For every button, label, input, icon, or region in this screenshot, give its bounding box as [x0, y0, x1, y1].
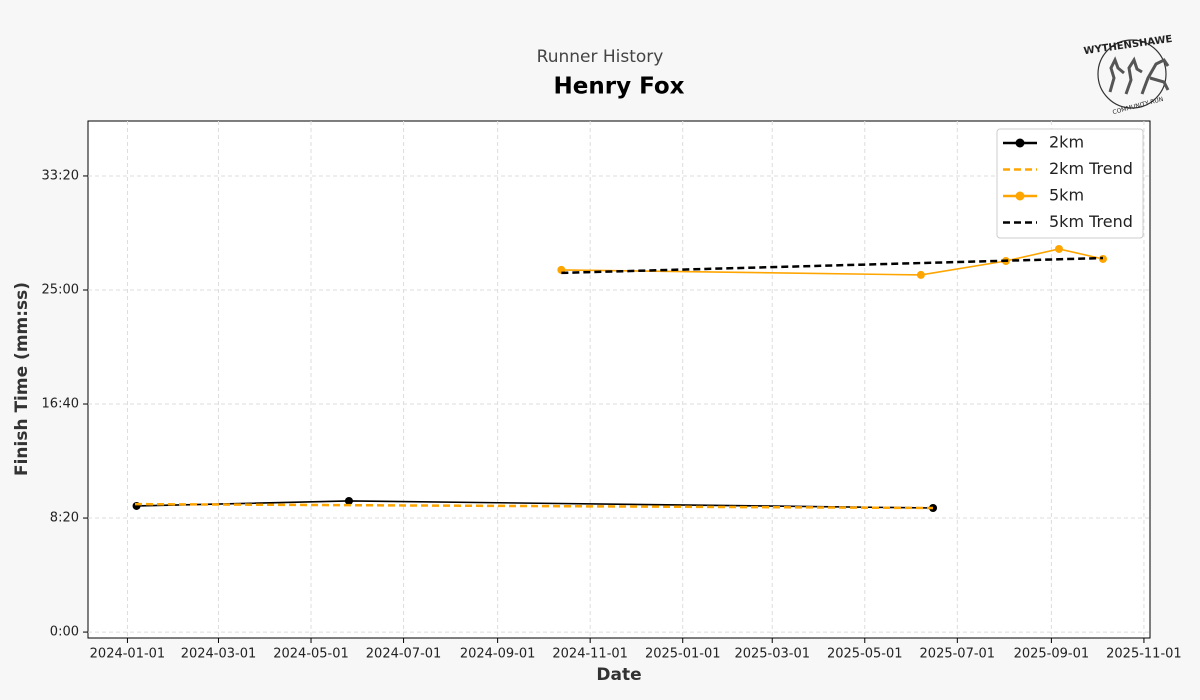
- x-tick-label: 2025-05-01: [827, 647, 903, 662]
- x-tick-label: 2025-09-01: [1014, 647, 1090, 662]
- x-tick-label: 2025-11-01: [1106, 647, 1182, 662]
- series-line: [135, 502, 934, 510]
- x-tick-label: 2025-03-01: [734, 647, 810, 662]
- x-tick-label: 2024-07-01: [366, 647, 442, 662]
- y-tick-label: 16:40: [42, 397, 79, 412]
- legend: 2km 2km Trend 5km 5km Trend: [996, 128, 1144, 239]
- chart-title: Henry Fox: [554, 74, 685, 100]
- x-tick-label: 2024-11-01: [552, 647, 628, 662]
- legend-label: 2km Trend: [1049, 159, 1133, 178]
- legend-label: 5km Trend: [1049, 212, 1133, 231]
- point: [344, 496, 353, 505]
- x-tick-label: 2024-05-01: [273, 647, 349, 662]
- x-axis-label: Date: [596, 665, 641, 685]
- y-axis-label: Finish Time (mm:ss): [12, 282, 32, 476]
- legend-box: [996, 128, 1144, 239]
- logo: WYTHENSHAWE COMMUNITY RUN: [1083, 34, 1173, 116]
- legend-marker: [1015, 191, 1025, 201]
- x-tick-label: 2024-09-01: [460, 647, 536, 662]
- series-line: [561, 256, 1104, 275]
- legend-label: 5km: [1049, 186, 1084, 205]
- legend-marker: [1015, 138, 1025, 148]
- x-tick-label: 2025-07-01: [920, 647, 996, 662]
- y-tick-label: 25:00: [42, 282, 79, 297]
- point: [916, 270, 925, 279]
- y-tick-label: 33:20: [42, 168, 79, 183]
- x-tick-label: 2024-03-01: [181, 647, 257, 662]
- x-tick-label: 2024-01-01: [90, 647, 166, 662]
- y-tick-label: 0:00: [50, 625, 79, 640]
- logo-ring: [1097, 39, 1167, 109]
- point: [1054, 244, 1063, 253]
- chart-subtitle: Runner History: [537, 47, 664, 67]
- legend-label: 2km: [1049, 133, 1084, 152]
- plot-area: [87, 120, 1151, 639]
- x-tick-label: 2025-01-01: [645, 647, 721, 662]
- y-tick-label: 8:20: [50, 511, 79, 526]
- grid: [88, 121, 1150, 638]
- logo-runners: [1108, 56, 1170, 95]
